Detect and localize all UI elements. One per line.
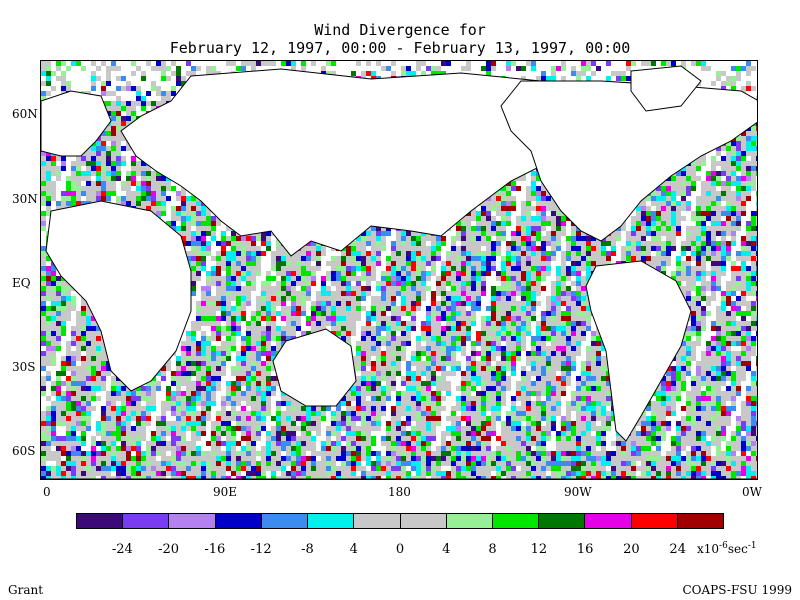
units-suffix: sec [727,542,748,556]
footer-credit: COAPS-FSU 1999 [682,583,793,597]
colorbar-swatch [215,514,262,528]
landmass [630,65,702,112]
units-exponent-2: -1 [747,541,757,551]
lat-label-30s: 30S [12,360,36,374]
colorbar-tick-label: 0 [395,542,405,557]
landmass [500,80,757,242]
colorbar-swatch [446,514,493,528]
colorbar-tick-label: -16 [204,542,226,557]
map-plot-area [40,60,758,480]
colorbar-swatch [354,514,401,528]
colorbar-tick-label: 4 [349,542,358,557]
colorbar-swatch [585,514,632,528]
colorbar-tick-label: 16 [576,542,594,557]
colorbar-tick-label: 20 [623,542,640,557]
colorbar-tick-label: 24 [669,542,686,557]
landmass [585,260,692,442]
colorbar-tick-label: -24 [111,542,133,557]
lon-label-180: 180 [388,485,411,499]
colorbar-tick-label: -20 [158,542,180,557]
colorbar-swatch [261,514,309,528]
lat-label-30n: 30N [12,192,38,206]
colorbar-swatch [77,514,124,528]
colorbar-tick-label: -12 [250,542,272,557]
chart-title-line-2: February 12, 1997, 00:00 - February 13, … [169,39,631,57]
landmass [41,478,757,479]
footer-author: Grant [8,583,44,597]
landmass [272,328,357,407]
colorbar-legend [76,513,724,529]
colorbar-tick-label: 8 [488,542,497,557]
wind-divergence-map [41,61,757,479]
colorbar-swatch [492,514,540,528]
colorbar-swatch [123,514,170,528]
units-prefix: x10 [697,542,720,556]
lat-label-60n: 60N [12,107,38,121]
chart-title-line-1: Wind Divergence for [314,21,486,39]
colorbar-tick-label: 4 [442,542,451,557]
land-masses [41,65,757,479]
colorbar-tick-label: 12 [530,542,548,557]
lon-label-0: 0 [43,485,51,499]
lon-label-90e: 90E [213,485,238,499]
landmass [41,90,112,157]
landmass [45,200,192,392]
colorbar-swatch [400,514,447,528]
lon-label-0w: 0W [742,485,762,499]
colorbar-swatch [308,514,355,528]
lat-label-eq: EQ [12,276,31,290]
lon-label-90w: 90W [564,485,592,499]
units-exponent: -6 [719,541,728,551]
colorbar-tick-label: -8 [301,542,314,557]
colorbar-swatch [677,514,724,528]
lat-label-60s: 60S [12,444,36,458]
colorbar-swatch [539,514,586,528]
colorbar-swatch [169,514,216,528]
colorbar-units: x10-6sec-1 [697,541,757,556]
colorbar-swatch [631,514,678,528]
